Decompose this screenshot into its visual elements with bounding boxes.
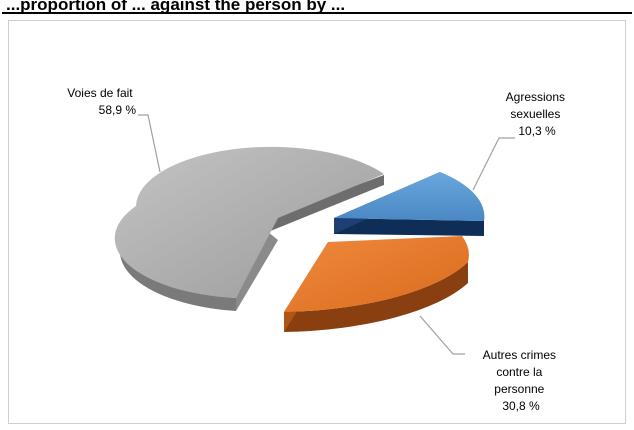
label-autres-crimes: Autres crimes contre la personne 30,8 % — [483, 348, 560, 413]
leader-line-voies — [138, 114, 161, 173]
label-agressions-sexuelles: Agressions sexuelles 10,3 % — [506, 90, 569, 138]
leader-line-autres — [419, 315, 465, 355]
slice-voies-de-fait — [114, 146, 384, 311]
slice-autres-crimes — [284, 236, 469, 332]
slice-agressions-sexuelles — [334, 172, 485, 236]
label-voies-de-fait: Voies de fait 58,9 % — [67, 86, 136, 117]
heading-rule — [2, 12, 632, 14]
cropped-heading: ...proportion of ... against the person … — [6, 0, 346, 12]
leader-line-agressions — [472, 137, 515, 191]
chart-frame — [8, 20, 626, 424]
